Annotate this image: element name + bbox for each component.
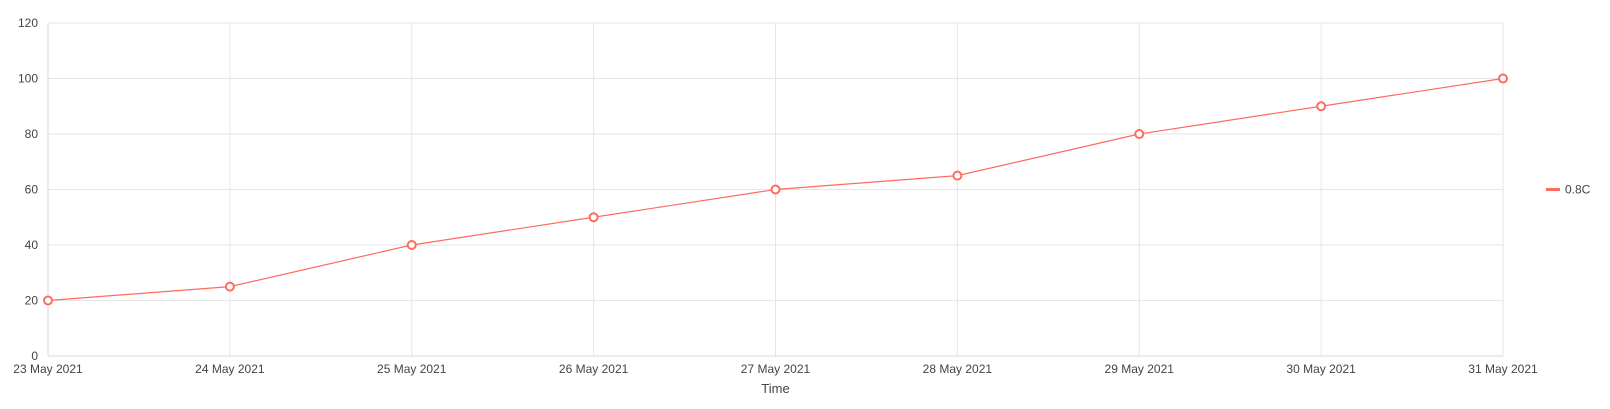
x-tick-label: 23 May 2021 <box>13 362 83 376</box>
x-tick-label: 25 May 2021 <box>377 362 447 376</box>
x-tick-label: 31 May 2021 <box>1468 362 1538 376</box>
data-point[interactable] <box>588 212 599 223</box>
x-axis-ticks: 23 May 2021 24 May 2021 25 May 2021 26 May … <box>13 362 1538 376</box>
y-tick-label: 100 <box>18 72 38 86</box>
x-axis-title: Time <box>761 381 789 396</box>
data-point[interactable] <box>1316 101 1327 112</box>
x-tick-label: 28 May 2021 <box>923 362 993 376</box>
y-tick-label: 120 <box>18 16 38 30</box>
x-tick-label: 29 May 2021 <box>1105 362 1175 376</box>
data-point[interactable] <box>406 240 417 250</box>
y-axis-ticks: 0 20 40 60 80 100 120 <box>18 16 38 363</box>
data-point[interactable] <box>224 281 235 292</box>
legend-label: 0.8C <box>1565 183 1591 197</box>
y-tick-label: 20 <box>25 294 39 308</box>
data-point[interactable] <box>43 295 53 306</box>
x-tick-label: 26 May 2021 <box>559 362 629 376</box>
data-point[interactable] <box>952 170 963 181</box>
legend[interactable]: 0.8C <box>1546 183 1591 197</box>
series-group <box>43 73 1508 306</box>
y-tick-label: 80 <box>25 127 39 141</box>
x-tick-label: 27 May 2021 <box>741 362 811 376</box>
y-tick-label: 0 <box>31 349 38 363</box>
data-point[interactable] <box>1134 129 1145 139</box>
data-point[interactable] <box>1498 73 1508 84</box>
y-tick-label: 60 <box>25 183 39 197</box>
y-tick-label: 40 <box>25 238 39 252</box>
grid <box>47 22 1504 357</box>
x-tick-label: 24 May 2021 <box>195 362 265 376</box>
x-tick-label: 30 May 2021 <box>1286 362 1356 376</box>
data-point[interactable] <box>770 184 781 195</box>
